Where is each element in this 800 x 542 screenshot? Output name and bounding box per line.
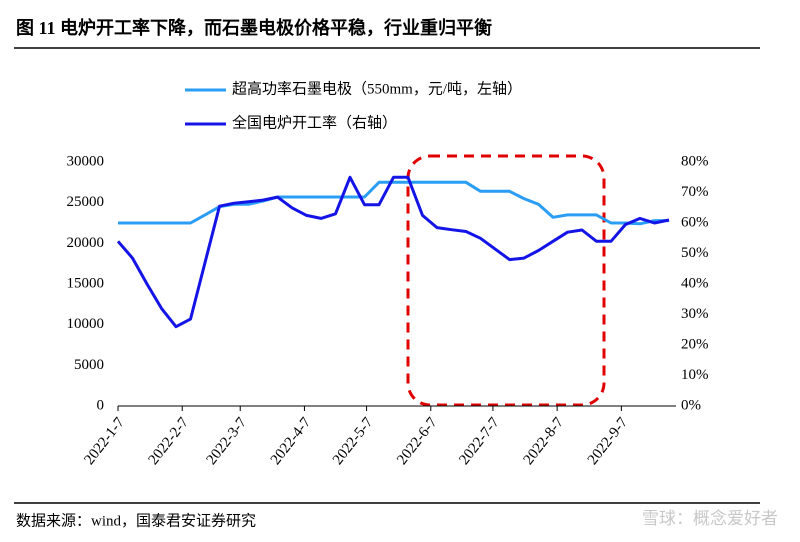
y2-tick-label: 10% — [681, 367, 709, 383]
y2-tick-label: 50% — [681, 245, 709, 261]
y-tick-label: 30000 — [67, 153, 105, 169]
x-tick-label: 2022-2-7 — [146, 414, 193, 468]
y2-tick-label: 70% — [681, 184, 709, 200]
x-tick-label: 2022-8-7 — [521, 414, 568, 468]
y-tick-label: 10000 — [67, 316, 105, 332]
x-tick-label: 2022-4-7 — [268, 414, 315, 468]
series-line — [118, 180, 669, 226]
legend-label: 超高功率石墨电极（550mm，元/吨，左轴） — [232, 80, 522, 97]
x-tick-label: 2022-6-7 — [394, 414, 441, 468]
y2-tick-label: 60% — [681, 214, 709, 230]
y-tick-label: 15000 — [67, 275, 105, 291]
source-note: 数据来源：wind，国泰君安证券研究 — [16, 512, 256, 529]
legend-label: 全国电炉开工率（右轴） — [232, 113, 397, 131]
y-tick-label: 5000 — [74, 357, 104, 373]
series-line — [116, 175, 670, 329]
x-tick-label: 2022-3-7 — [204, 414, 251, 468]
y2-tick-label: 20% — [681, 336, 709, 352]
y2-tick-label: 40% — [681, 275, 709, 291]
y2-tick-label: 80% — [681, 153, 709, 169]
chart-title: 图 11 电炉开工率下降，而石墨电极价格平稳，行业重归平衡 — [16, 17, 492, 38]
x-tick-label: 2022-5-7 — [330, 414, 377, 468]
watermark: 雪球：概念爱好者 — [642, 508, 778, 529]
highlight-box — [406, 154, 606, 407]
y2-tick-label: 0% — [681, 397, 701, 413]
y-tick-label: 0 — [97, 397, 105, 413]
x-tick-label: 2022-7-7 — [456, 414, 503, 468]
y-tick-label: 20000 — [67, 235, 105, 251]
x-tick-label: 2022-9-7 — [585, 414, 632, 468]
x-tick-label: 2022-1-7 — [81, 414, 128, 468]
y2-tick-label: 30% — [681, 306, 709, 322]
y-tick-label: 25000 — [67, 194, 105, 210]
